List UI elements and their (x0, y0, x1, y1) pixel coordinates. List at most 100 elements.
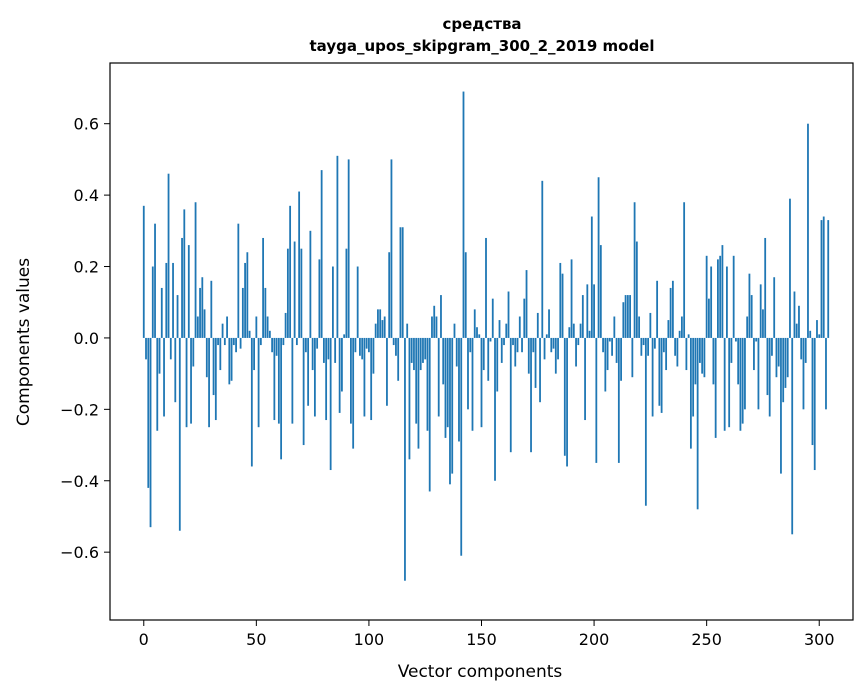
bar-160 (503, 337, 505, 346)
bar-90 (345, 248, 348, 338)
bar-180 (548, 309, 550, 338)
bar-183 (554, 337, 557, 374)
bar-149 (478, 334, 481, 338)
bar-194 (579, 323, 582, 338)
bar-31 (212, 337, 215, 396)
bar-9 (163, 337, 165, 417)
bar-275 (762, 309, 764, 338)
bar-217 (631, 337, 634, 378)
bar-140 (458, 337, 460, 442)
bar-273 (757, 337, 760, 410)
bar-221 (640, 337, 643, 356)
bar-123 (419, 337, 422, 371)
bar-192 (575, 337, 577, 367)
bar-269 (748, 273, 751, 338)
bar-17 (181, 237, 183, 338)
bar-141 (460, 337, 463, 556)
bar-136 (449, 337, 451, 485)
bar-231 (662, 337, 665, 353)
bar-10 (165, 262, 168, 338)
bar-143 (464, 252, 467, 338)
bar-152 (485, 237, 487, 338)
bar-63 (284, 312, 287, 338)
bar-14 (174, 337, 177, 403)
bar-48 (250, 337, 253, 467)
bar-4 (151, 266, 154, 338)
bar-262 (732, 255, 735, 338)
bar-155 (491, 298, 494, 338)
bar-118 (408, 337, 411, 460)
x-axis-label: Vector components (398, 662, 563, 682)
bar-250 (705, 255, 708, 338)
bar-100 (368, 337, 370, 353)
bar-58 (273, 337, 276, 421)
x-tick-label-200: 200 (579, 630, 610, 649)
bar-206 (606, 337, 609, 371)
bar-162 (507, 291, 510, 338)
bar-53 (262, 237, 264, 338)
bar-169 (523, 298, 526, 338)
bar-116 (404, 337, 406, 581)
bar-240 (683, 202, 686, 338)
bar-65 (289, 205, 292, 338)
bar-284 (782, 337, 785, 403)
y-axis-label: Components values (14, 258, 34, 426)
bar-6 (156, 337, 159, 431)
bar-164 (512, 337, 514, 346)
bar-154 (489, 337, 492, 342)
bar-34 (219, 337, 222, 371)
bar-110 (390, 159, 393, 338)
bar-121 (415, 337, 418, 424)
bar-302 (822, 216, 825, 338)
bar-128 (431, 316, 433, 338)
bar-71 (302, 337, 305, 446)
bar-102 (372, 337, 375, 374)
bar-19 (185, 337, 188, 428)
bar-95 (356, 266, 359, 338)
bar-226 (651, 337, 654, 417)
bar-195 (581, 295, 584, 338)
bar-214 (624, 295, 627, 338)
bar-84 (332, 266, 334, 338)
bar-103 (374, 323, 377, 338)
x-tick-label-250: 250 (691, 630, 722, 649)
bar-40 (232, 337, 235, 346)
bar-158 (498, 320, 501, 338)
bar-50 (255, 316, 258, 338)
bar-59 (275, 337, 278, 356)
y-tick-label-6: 0.6 (74, 115, 99, 134)
bar-251 (708, 298, 710, 338)
bar-26 (201, 277, 204, 338)
bar-87 (338, 337, 341, 413)
bar-258 (723, 337, 726, 431)
bar-8 (160, 287, 163, 338)
bar-57 (271, 337, 274, 353)
bar-70 (300, 248, 303, 338)
bar-244 (692, 337, 695, 417)
bar-201 (595, 337, 598, 463)
bar-266 (741, 337, 744, 424)
bar-211 (617, 337, 620, 463)
bar-52 (259, 337, 262, 346)
bar-222 (642, 337, 645, 346)
bar-230 (660, 337, 663, 413)
bar-223 (644, 337, 647, 506)
bar-296 (809, 330, 812, 338)
bar-151 (482, 337, 485, 371)
bar-280 (773, 277, 776, 338)
x-tick-label-0: 0 (139, 630, 149, 649)
bar-303 (825, 337, 827, 410)
y-tick-label-1: −0.4 (60, 472, 99, 491)
bar-174 (534, 337, 537, 388)
bar-190 (570, 259, 573, 338)
bar-77 (316, 337, 319, 349)
bar-115 (401, 227, 404, 338)
bar-177 (541, 180, 544, 338)
bar-78 (318, 259, 321, 338)
bar-291 (798, 305, 800, 338)
bar-81 (325, 337, 328, 421)
bar-209 (613, 316, 616, 338)
bar-25 (199, 287, 201, 338)
bar-39 (230, 337, 233, 381)
bar-246 (696, 337, 699, 510)
